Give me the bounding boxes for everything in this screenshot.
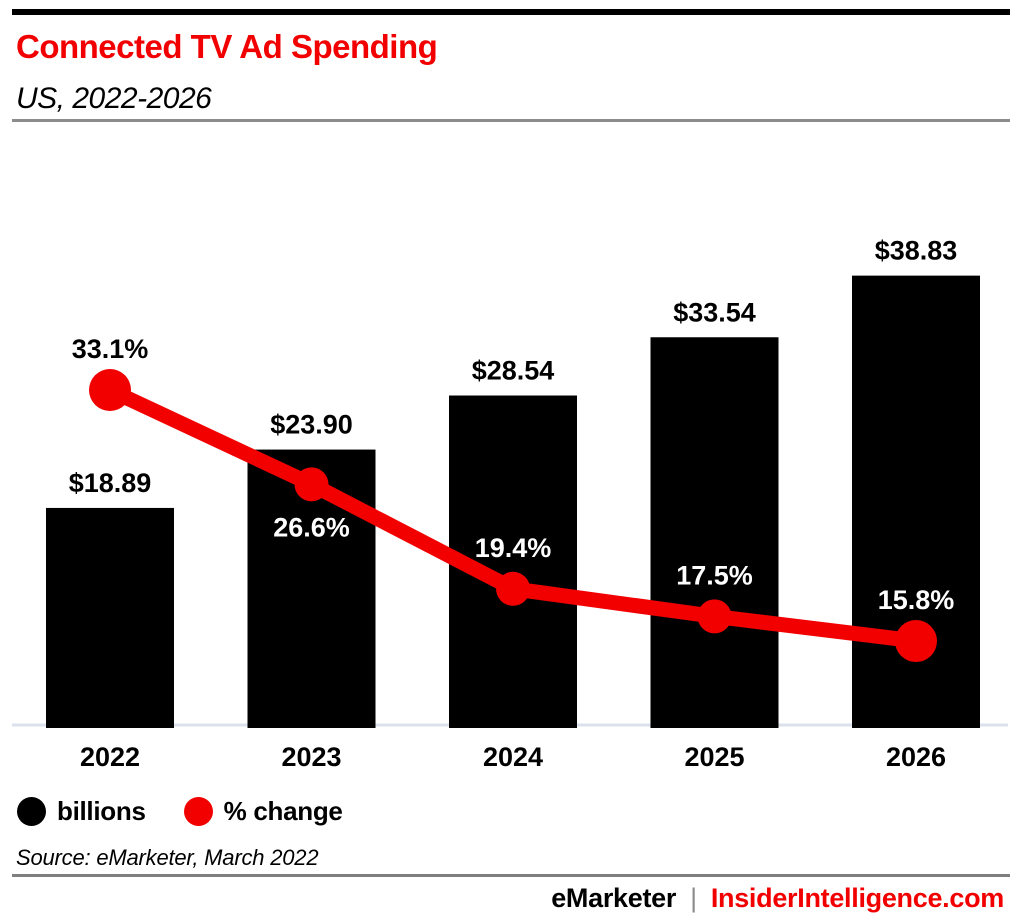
bar-value-label-2022: $18.89	[69, 468, 152, 498]
top-rule	[12, 9, 1010, 15]
chart-subtitle: US, 2022-2026	[16, 82, 212, 115]
pct-dot-2022	[89, 369, 131, 412]
pct-dot-2025	[697, 599, 732, 634]
x-tick-label-2023: 2023	[281, 742, 341, 772]
header-rule	[12, 119, 1010, 122]
bar-value-label-2024: $28.54	[472, 356, 555, 386]
bar-value-label-2026: $38.83	[875, 236, 958, 266]
footer-brand-emarketer: eMarketer	[551, 883, 677, 913]
legend: billions % change	[17, 796, 343, 827]
x-tick-label-2025: 2025	[684, 742, 744, 772]
pct-label-2025: 17.5%	[676, 560, 753, 590]
legend-item-billions: billions	[17, 796, 146, 827]
legend-item-pct-change: % change	[183, 796, 343, 827]
bar-2022	[46, 507, 174, 728]
x-tick-label-2024: 2024	[483, 742, 543, 772]
legend-dot-pct-change-icon	[183, 797, 213, 826]
pct-label-2026: 15.8%	[878, 585, 955, 615]
bar-value-label-2025: $33.54	[673, 297, 756, 327]
footer-brand-insiderintelligence: InsiderIntelligence.com	[710, 883, 1004, 913]
legend-label-pct-change: % change	[223, 796, 343, 826]
pct-label-2022: 33.1%	[72, 334, 149, 364]
bar-2025	[650, 337, 779, 728]
pct-label-2024: 19.4%	[475, 533, 552, 563]
pct-label-2023: 26.6%	[273, 512, 350, 542]
chart-title: Connected TV Ad Spending	[16, 28, 438, 65]
pct-dot-2023	[294, 467, 329, 502]
legend-dot-billions-icon	[17, 797, 46, 826]
footer-rule	[12, 874, 1010, 877]
pct-dot-2024	[496, 571, 530, 606]
x-tick-label-2026: 2026	[886, 742, 946, 772]
pct-dot-2026	[895, 620, 937, 663]
footer-separator: |	[690, 883, 697, 913]
bar-value-label-2023: $23.90	[270, 410, 353, 440]
footer-brandbar: eMarketer | InsiderIntelligence.com	[551, 883, 1004, 914]
source-note: Source: eMarketer, March 2022	[16, 845, 319, 870]
x-tick-label-2022: 2022	[80, 742, 140, 772]
legend-label-billions: billions	[57, 796, 146, 826]
